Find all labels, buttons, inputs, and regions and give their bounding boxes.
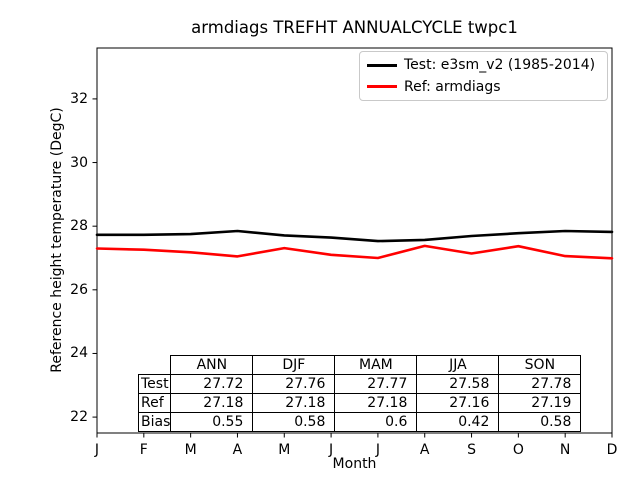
x-tick-label: D [606,442,618,458]
x-tick-label: F [139,442,148,458]
stats-column-header: JJA [416,355,500,375]
legend: Test: e3sm_v2 (1985-2014) Ref: armdiags [359,51,608,101]
stats-value-cell: 0.55 [170,412,254,432]
stats-table: ANN DJF MAM JJA SON Test 27.72 27.76 27.77 27.58 2… [137,355,582,432]
stats-row-ref: Ref 27.18 27.18 27.18 27.16 27.19 [137,393,582,413]
x-tick-label: S [467,442,476,458]
stats-row-label: Bias [137,412,172,432]
stats-value-cell: 0.6 [334,412,418,432]
stats-column-header: DJF [252,355,336,375]
stats-value-cell: 0.42 [416,412,500,432]
y-tick-label: 24 [70,345,88,362]
x-tick-label: A [232,442,243,458]
legend-label-test: Test: e3sm_v2 (1985-2014) [404,57,596,74]
ref-line-swatch-icon [367,85,397,89]
stats-value-cell: 27.76 [252,374,336,394]
y-tick-label: 22 [70,409,88,426]
chart-title: armdiags TREFHT ANNUALCYCLE twpc1 [191,18,518,37]
stats-value-cell: 27.78 [498,374,582,394]
legend-item-test: Test: e3sm_v2 (1985-2014) [367,57,607,73]
y-tick-label: 32 [70,90,88,107]
stats-value-cell: 27.77 [334,374,418,394]
x-tick-label: M [184,442,197,458]
x-tick-label: A [419,442,430,458]
y-tick-label: 30 [70,154,88,171]
stats-value-cell: 0.58 [498,412,582,432]
x-tick-label: N [559,442,571,458]
stats-value-cell: 27.72 [170,374,254,394]
axes-frame [96,47,613,434]
x-axis-label: Month [332,456,377,472]
stats-value-cell: 27.19 [498,393,582,413]
stats-row-bias: Bias 0.55 0.58 0.6 0.42 0.58 [137,412,582,432]
stats-value-cell: 27.18 [334,393,418,413]
x-tick-label: M [278,442,291,458]
x-tick-label: J [94,442,100,458]
stats-column-header: MAM [334,355,418,375]
stats-row-label: Test [137,374,172,394]
x-tick-label: J [329,442,334,458]
stats-value-cell: 0.58 [252,412,336,432]
test-line-swatch-icon [367,63,397,67]
y-tick-label: 28 [70,218,88,235]
stats-value-cell: 27.58 [416,374,500,394]
x-tick-label: J [375,442,380,458]
stats-column-header: ANN [170,355,254,375]
stats-value-cell: 27.18 [170,393,254,413]
stats-value-cell: 27.16 [416,393,500,413]
legend-item-ref: Ref: armdiags [367,79,607,95]
x-tick-label: O [512,442,524,458]
y-tick-label: 26 [70,281,88,298]
ref-series-line [95,244,614,260]
stats-value-cell: 27.18 [252,393,336,413]
stats-row-label: Ref [137,393,172,413]
test-series-line [95,229,614,243]
stats-corner-cell [139,356,171,375]
stats-row-test: Test 27.72 27.76 27.77 27.58 27.78 [137,374,582,394]
stats-column-header: SON [498,355,582,375]
legend-label-ref: Ref: armdiags [404,78,501,95]
stats-header-row: ANN DJF MAM JJA SON [139,355,582,375]
